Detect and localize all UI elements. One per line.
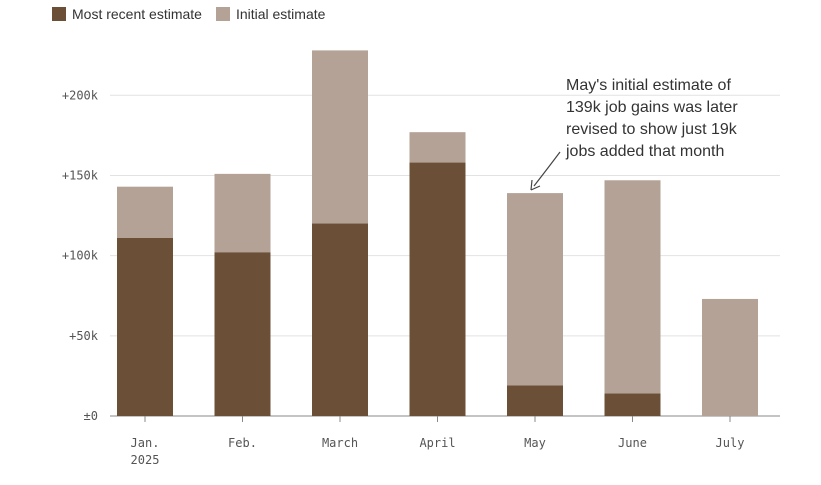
x-tick-label: April (419, 436, 455, 450)
y-tick-label: +150k (62, 168, 99, 182)
bar-initial-estimate (604, 180, 661, 416)
legend-item-initial: Initial estimate (215, 6, 326, 22)
legend-label-initial: Initial estimate (235, 6, 326, 22)
bar-most-recent-estimate (214, 252, 271, 416)
bar-most-recent-estimate (312, 223, 368, 416)
x-tick-label: May (524, 436, 546, 450)
y-tick-label: +100k (62, 249, 99, 263)
x-tick-label: Feb. (228, 436, 257, 450)
legend-label-recent: Most recent estimate (72, 6, 202, 22)
bar-most-recent-estimate (604, 393, 661, 416)
legend-swatch-initial (215, 7, 230, 21)
bar-initial-estimate (702, 298, 758, 416)
annotation-arrowhead (530, 179, 541, 191)
y-tick-label: ±0 (84, 409, 98, 423)
bar-most-recent-estimate (117, 238, 173, 416)
legend-swatch-recent (52, 7, 66, 21)
bar-most-recent-estimate (409, 162, 466, 416)
bar-most-recent-estimate (507, 385, 563, 416)
annotation-arrow (533, 151, 561, 187)
y-tick-label: +200k (62, 88, 99, 102)
y-tick-label: +50k (69, 329, 99, 343)
bar-initial-estimate (507, 193, 563, 416)
x-tick-label: July (716, 436, 745, 450)
legend: Most recent estimate Initial estimate (52, 6, 339, 22)
x-tick-label: March (322, 436, 358, 450)
legend-item-recent: Most recent estimate (52, 6, 202, 22)
x-tick-label: June (618, 436, 647, 450)
x-tick-label: Jan. 2025 (131, 436, 160, 467)
annotation-text: May's initial estimate of 139k job gains … (565, 77, 738, 160)
